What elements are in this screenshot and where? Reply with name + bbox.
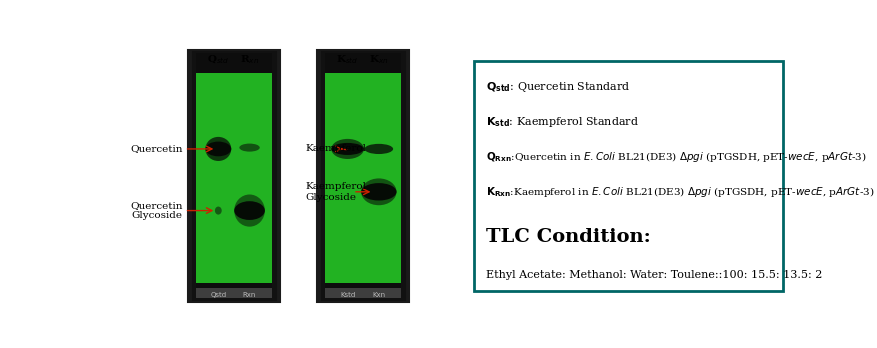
Ellipse shape [205,142,231,156]
Ellipse shape [360,183,396,200]
Text: K$_{std}$: K$_{std}$ [336,54,359,66]
Bar [196,288,271,299]
Bar [196,53,271,299]
Text: K$_{xn}$: K$_{xn}$ [368,54,389,66]
Bar [196,53,271,73]
Ellipse shape [234,201,265,220]
Bar [325,53,401,73]
Text: Kxn: Kxn [372,292,385,298]
Text: Q$_{std}$: Q$_{std}$ [207,54,229,66]
Bar [317,50,409,302]
Text: Qstd: Qstd [210,292,226,298]
Text: Ethyl Acetate: Methanol: Water: Toulene::100: 15.5: 13.5: 2: Ethyl Acetate: Methanol: Water: Toulene:… [486,270,822,280]
Ellipse shape [239,144,260,152]
Text: Rxn: Rxn [243,292,256,298]
Text: Kstd: Kstd [339,292,355,298]
Text: Quercetin: Quercetin [130,144,182,153]
Bar [325,283,401,299]
Bar [196,283,271,299]
Text: TLC Condition:: TLC Condition: [486,228,650,246]
Ellipse shape [205,137,231,161]
Ellipse shape [364,144,393,154]
Text: R$_{xn}$: R$_{xn}$ [239,54,259,66]
Bar [325,288,401,299]
Bar [325,53,401,299]
Ellipse shape [331,143,364,155]
Text: $\mathbf{Q_{Rxn}}$:Quercetin in $\it{E. Coli}$ BL21(DE3) $\Delta\it{pgi}$ (pTGSD: $\mathbf{Q_{Rxn}}$:Quercetin in $\it{E. … [486,150,866,164]
Text: Quercetin
Glycoside: Quercetin Glycoside [130,201,182,220]
Ellipse shape [215,207,222,215]
Ellipse shape [360,179,396,205]
Bar [188,50,280,302]
Bar [321,52,404,300]
Text: $\mathbf{Q_{std}}$: Quercetin Standard: $\mathbf{Q_{std}}$: Quercetin Standard [486,80,630,94]
Text: $\mathbf{K_{std}}$: Kaempferol Standard: $\mathbf{K_{std}}$: Kaempferol Standard [486,115,638,129]
Text: $\mathbf{K_{Rxn}}$:Kaempferol in $\it{E. Coli}$ BL21(DE3) $\Delta\it{pgi}$ (pTGS: $\mathbf{K_{Rxn}}$:Kaempferol in $\it{E.… [486,185,873,199]
Ellipse shape [234,195,265,227]
Ellipse shape [331,139,364,159]
Bar [474,61,782,291]
Text: Kaempferol
Glycoside: Kaempferol Glycoside [305,182,366,201]
Bar [192,52,275,300]
Text: Kaempferol: Kaempferol [305,144,366,153]
